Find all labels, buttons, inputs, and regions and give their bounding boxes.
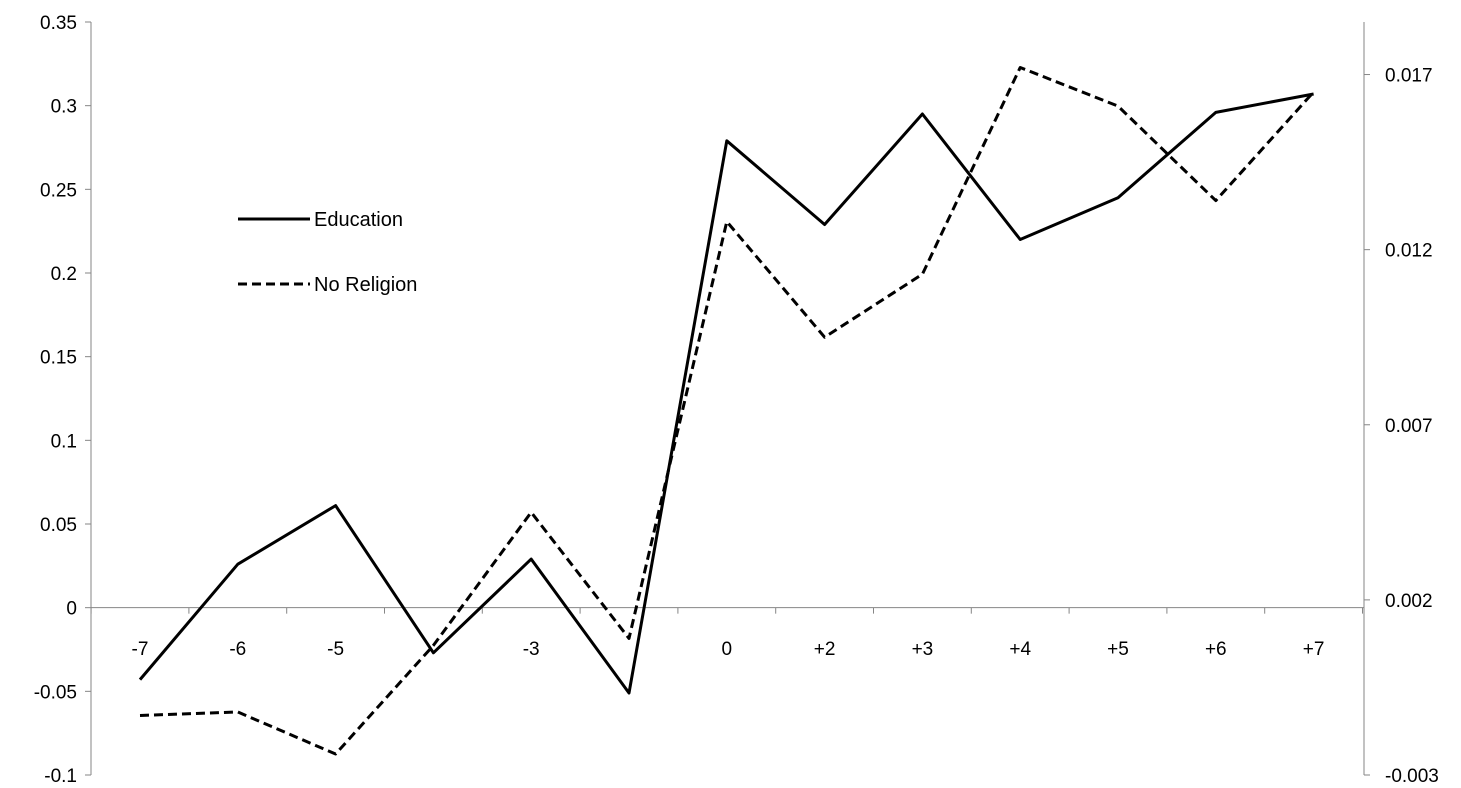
x-tick-label: +4 <box>1009 639 1031 660</box>
series-line-education <box>138 92 1314 695</box>
legend: Education No Religion <box>238 209 417 296</box>
x-tick-label: +7 <box>1303 639 1325 660</box>
series-lines <box>138 66 1315 756</box>
x-tick-label: +5 <box>1107 639 1129 660</box>
y-right-tick-label: 0.012 <box>1385 241 1433 262</box>
axes <box>90 22 1365 775</box>
y-left-tick-label: 0.35 <box>40 13 77 34</box>
y-left-tick-label: 0.3 <box>51 97 77 118</box>
x-axis-ticks: -7 -6 -5 -3 0 +2 +3 +4 +5 +6 +7 <box>90 607 1363 660</box>
y-left-tick-label: 0.1 <box>51 431 77 452</box>
y-right-tick-label: 0.007 <box>1385 416 1433 437</box>
x-tick-label: -3 <box>523 639 540 660</box>
legend-label-no-religion: No Religion <box>314 274 417 296</box>
x-tick-label: -6 <box>229 639 246 660</box>
y-left-tick-label: 0 <box>66 599 77 620</box>
y-left-tick-label: -0.05 <box>34 682 77 703</box>
y-right-tick-label: 0.002 <box>1385 591 1433 612</box>
y-left-tick-label: 0.15 <box>40 348 77 369</box>
x-tick-label: +2 <box>814 639 836 660</box>
y-left-tick-label: -0.1 <box>44 766 77 787</box>
y-axis-right-ticks: -0.003 0.002 0.007 0.012 0.017 <box>1364 66 1439 787</box>
legend-label-education: Education <box>314 209 403 231</box>
x-tick-label: +6 <box>1205 639 1227 660</box>
y-right-tick-label: 0.017 <box>1385 66 1433 87</box>
x-tick-label: +3 <box>912 639 934 660</box>
y-right-tick-label: -0.003 <box>1385 766 1439 787</box>
series-line-no-religion <box>139 66 1315 756</box>
x-tick-label: -7 <box>132 639 149 660</box>
x-tick-label: -5 <box>327 639 344 660</box>
y-left-tick-label: 0.05 <box>40 515 77 536</box>
x-tick-label: 0 <box>722 639 733 660</box>
y-left-tick-label: 0.2 <box>51 264 77 285</box>
y-left-tick-label: 0.25 <box>40 180 77 201</box>
y-axis-left-ticks: -0.1 -0.05 0 0.05 0.1 0.15 0.2 0.25 0.3 0.35 <box>34 13 91 787</box>
